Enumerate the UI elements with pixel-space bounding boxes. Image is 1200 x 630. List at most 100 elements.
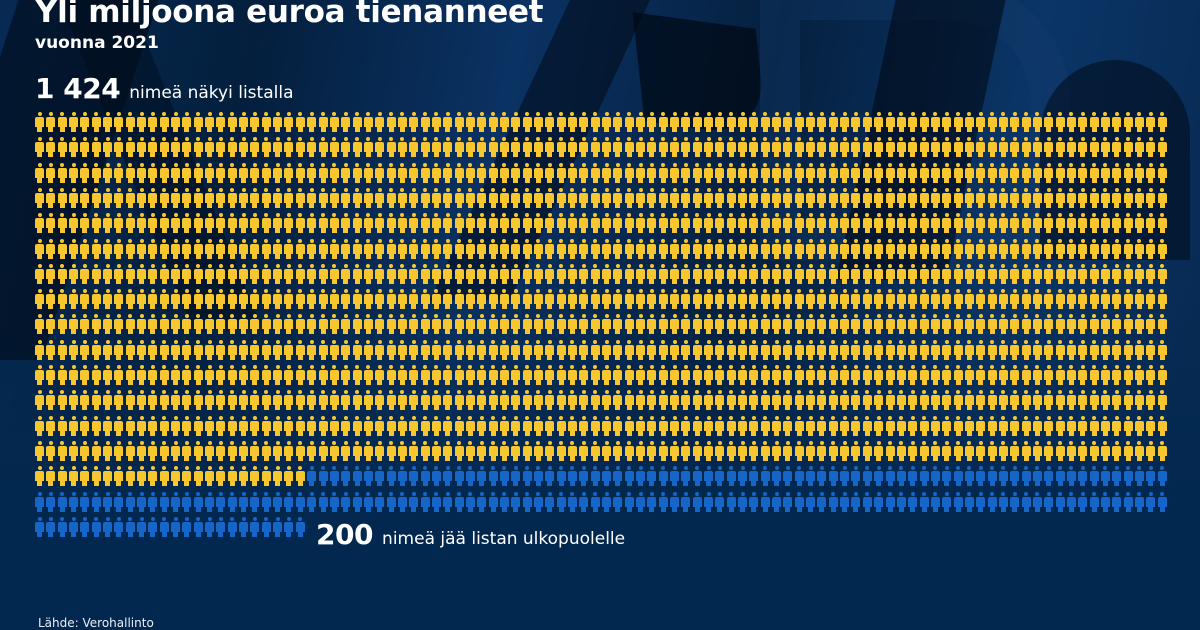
- person-icon-visible: [341, 162, 351, 186]
- person-icon-visible: [794, 339, 804, 363]
- person-icon-visible: [715, 238, 725, 262]
- person-icon-visible: [159, 137, 169, 160]
- person-icon-visible: [987, 415, 997, 439]
- person-icon-visible: [908, 238, 918, 262]
- person-icon-hidden: [726, 491, 736, 515]
- person-icon-visible: [239, 263, 249, 287]
- person-icon-visible: [976, 137, 986, 160]
- person-icon-visible: [227, 440, 237, 464]
- person-icon-visible: [749, 263, 759, 287]
- person-icon-visible: [114, 339, 124, 363]
- person-icon-visible: [499, 415, 509, 439]
- person-icon-hidden: [1055, 466, 1065, 489]
- person-icon-visible: [91, 289, 101, 312]
- person-icon-visible: [352, 440, 362, 464]
- person-icon-visible: [533, 162, 543, 186]
- person-icon-visible: [261, 314, 271, 337]
- person-icon-visible: [216, 238, 226, 262]
- person-icon-visible: [477, 137, 487, 160]
- person-icon-visible: [613, 112, 623, 135]
- person-icon-visible: [250, 112, 260, 135]
- person-icon-visible: [182, 390, 192, 413]
- person-icon-visible: [636, 314, 646, 337]
- person-icon-visible: [1078, 112, 1088, 135]
- person-icon-visible: [976, 390, 986, 413]
- person-icon-visible: [590, 390, 600, 413]
- person-icon-visible: [840, 137, 850, 160]
- person-icon-visible: [885, 440, 895, 464]
- person-icon-visible: [375, 187, 385, 211]
- person-icon-visible: [431, 289, 441, 312]
- person-icon-visible: [386, 238, 396, 262]
- person-icon-hidden: [647, 491, 657, 515]
- person-icon-visible: [760, 339, 770, 363]
- person-icon-visible: [1134, 365, 1144, 388]
- person-icon-visible: [431, 263, 441, 287]
- person-icon-visible: [1066, 314, 1076, 337]
- person-icon-visible: [658, 137, 668, 160]
- person-icon-visible: [431, 415, 441, 439]
- person-icon-visible: [1032, 213, 1042, 236]
- person-icon-visible: [341, 112, 351, 135]
- person-icon-hidden: [987, 491, 997, 515]
- person-icon-visible: [738, 162, 748, 186]
- person-icon-visible: [454, 187, 464, 211]
- person-icon-visible: [273, 213, 283, 236]
- person-icon-visible: [363, 289, 373, 312]
- person-icon-visible: [125, 365, 135, 388]
- person-icon-visible: [1055, 187, 1065, 211]
- person-icon-visible: [692, 112, 702, 135]
- person-icon-visible: [783, 137, 793, 160]
- person-icon-visible: [182, 238, 192, 262]
- person-icon-visible: [1157, 187, 1167, 211]
- person-icon-hidden: [772, 466, 782, 489]
- person-icon-visible: [976, 187, 986, 211]
- person-icon-visible: [318, 213, 328, 236]
- person-icon-visible: [80, 187, 90, 211]
- person-icon-visible: [545, 187, 555, 211]
- person-icon-visible: [772, 289, 782, 312]
- person-icon-visible: [545, 365, 555, 388]
- visible-count-label: 1 424 nimeä näkyi listalla: [35, 72, 294, 105]
- person-icon-visible: [284, 263, 294, 287]
- person-icon-visible: [522, 415, 532, 439]
- person-icon-hidden: [919, 491, 929, 515]
- person-icon-visible: [783, 314, 793, 337]
- person-icon-visible: [704, 365, 714, 388]
- person-icon-visible: [964, 162, 974, 186]
- person-icon-visible: [851, 162, 861, 186]
- person-icon-hidden: [114, 491, 124, 515]
- person-icon-visible: [511, 365, 521, 388]
- person-icon-visible: [273, 314, 283, 337]
- person-icon-visible: [1157, 238, 1167, 262]
- person-icon-visible: [556, 263, 566, 287]
- person-icon-visible: [896, 137, 906, 160]
- person-icon-visible: [964, 238, 974, 262]
- person-icon-visible: [987, 187, 997, 211]
- person-icon-visible: [227, 112, 237, 135]
- person-icon-visible: [295, 365, 305, 388]
- person-icon-visible: [216, 365, 226, 388]
- person-icon-hidden: [704, 466, 714, 489]
- person-icon-visible: [590, 415, 600, 439]
- person-icon-hidden: [953, 491, 963, 515]
- person-icon-visible: [318, 440, 328, 464]
- person-icon-visible: [930, 365, 940, 388]
- person-icon-hidden: [182, 516, 192, 540]
- person-icon-visible: [1112, 213, 1122, 236]
- person-icon-visible: [1134, 263, 1144, 287]
- person-icon-visible: [137, 415, 147, 439]
- person-icon-visible: [1055, 263, 1065, 287]
- person-icon-visible: [1032, 365, 1042, 388]
- person-icon-visible: [91, 263, 101, 287]
- person-icon-visible: [1123, 162, 1133, 186]
- person-icon-visible: [636, 365, 646, 388]
- person-icon-visible: [964, 390, 974, 413]
- person-icon-visible: [647, 162, 657, 186]
- person-icon-visible: [431, 440, 441, 464]
- person-icon-hidden: [636, 466, 646, 489]
- person-icon-visible: [715, 339, 725, 363]
- person-icon-visible: [284, 415, 294, 439]
- person-icon-visible: [556, 238, 566, 262]
- person-icon-visible: [499, 187, 509, 211]
